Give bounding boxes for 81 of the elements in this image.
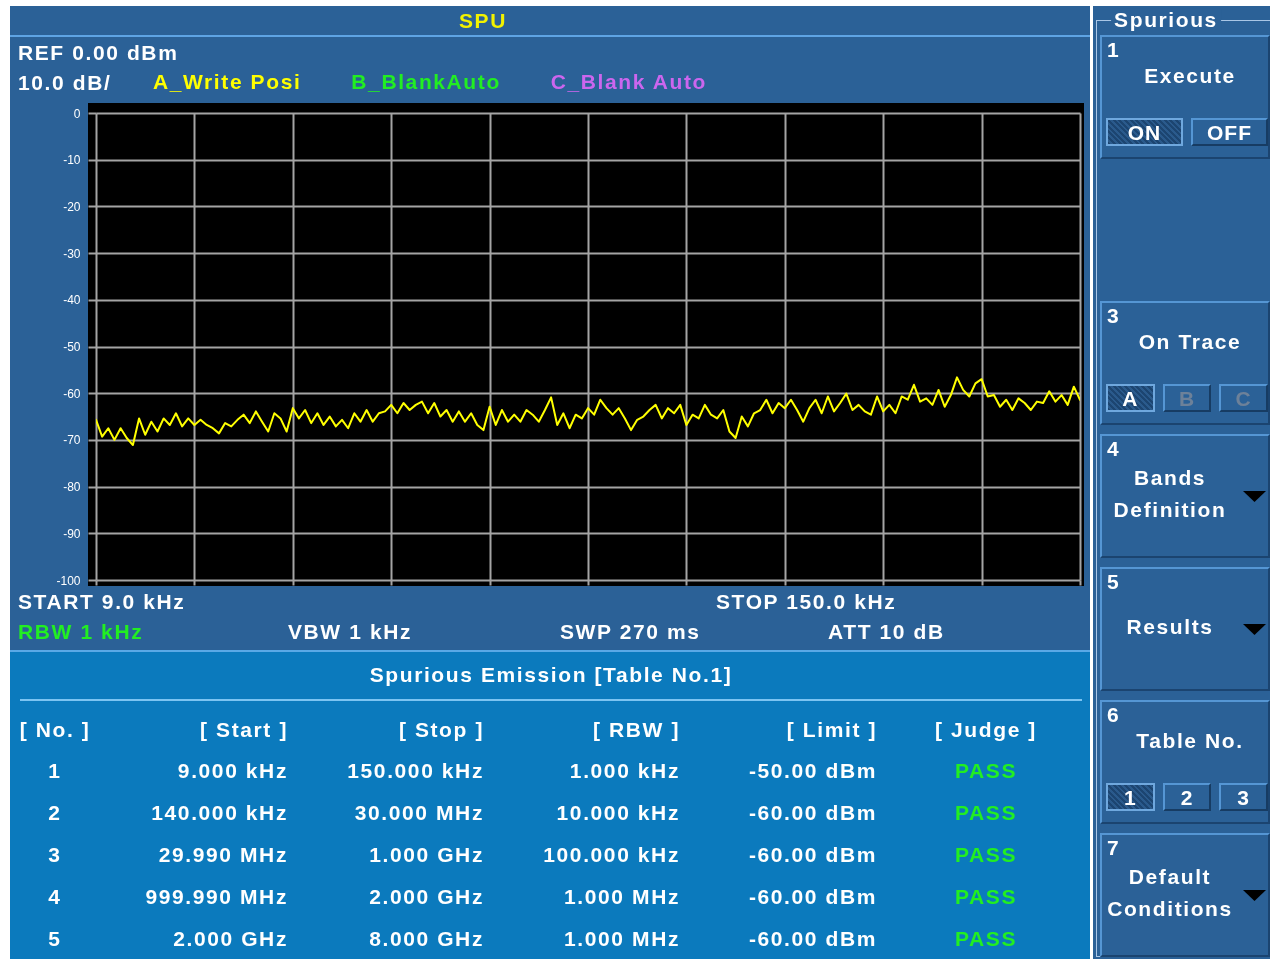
x-tick-label: [ Limit ] xyxy=(786,717,877,742)
y-tick-label: 1 xyxy=(48,758,62,783)
toggle-button: B xyxy=(1162,384,1212,412)
toggle-button: ON xyxy=(1106,118,1183,146)
y-tick-label: -100 xyxy=(56,573,81,588)
text: 30.000 MHz xyxy=(354,800,484,824)
legend-label: C_Blank Auto xyxy=(550,70,707,94)
x-tick-label: [ Start ] xyxy=(200,717,288,742)
toggle-button: C xyxy=(1219,384,1268,412)
x-tick-label: [ Stop ] xyxy=(398,717,484,742)
text: PASS xyxy=(954,800,1018,824)
text: REF 0.00 dBm xyxy=(18,40,179,65)
text: PASS xyxy=(954,884,1018,908)
text: 1.000 MHz xyxy=(564,926,680,950)
text: RBW 1 kHz xyxy=(18,619,144,644)
category-label: Results xyxy=(1126,614,1214,640)
text: -60.00 dBm xyxy=(748,884,877,908)
y-tick-label: 2 xyxy=(48,800,62,825)
text: PASS xyxy=(954,926,1018,950)
text: 999.990 MHz xyxy=(145,884,288,908)
toggle-button: 3 xyxy=(1219,783,1268,811)
text: 2.000 GHz xyxy=(173,926,288,950)
y-tick-label: -40 xyxy=(63,293,81,308)
text: PASS xyxy=(954,842,1018,866)
text: 2.000 GHz xyxy=(369,884,484,908)
text: 9.000 kHz xyxy=(177,758,288,782)
text: ATT 10 dB xyxy=(828,619,945,644)
y-tick-label: -10 xyxy=(63,153,81,168)
toggle-button: A xyxy=(1106,384,1155,412)
chart-title: Spurious Emission [Table No.1] xyxy=(369,662,733,687)
y-tick-label: -90 xyxy=(63,526,81,541)
text: START 9.0 kHz xyxy=(18,589,186,614)
text: 150.000 kHz xyxy=(347,758,484,782)
category-label: Table No. xyxy=(1136,728,1244,753)
legend-label: B_BlankAuto xyxy=(351,70,501,94)
text: PASS xyxy=(954,758,1018,782)
y-tick-label: 4 xyxy=(48,884,62,909)
y-tick-label: 5 xyxy=(48,926,62,951)
y-tick-label: -80 xyxy=(63,480,81,495)
text: VBW 1 kHz xyxy=(288,619,413,644)
text: 29.990 MHz xyxy=(158,842,288,866)
y-tick-label: 0 xyxy=(73,106,81,121)
x-tick-label: [ Judge ] xyxy=(935,717,1037,742)
text: 6 xyxy=(1107,702,1121,727)
text: 100.000 kHz xyxy=(543,842,680,866)
category-label: On Trace xyxy=(1138,329,1242,354)
toggle-button: 1 xyxy=(1106,783,1155,811)
chart-title: SPU xyxy=(459,8,507,33)
text: 7 xyxy=(1107,835,1121,860)
text: -60.00 dBm xyxy=(748,842,877,866)
text: A_Write Posi xyxy=(153,70,302,94)
category-label: Execute xyxy=(1144,63,1236,88)
text: STOP 150.0 kHz xyxy=(716,589,897,614)
text: -60.00 dBm xyxy=(748,800,877,824)
text: 1 xyxy=(1107,37,1121,62)
y-tick-label: -50 xyxy=(63,340,81,354)
text: 1.000 GHz xyxy=(369,842,484,866)
category-label: Bands Definition xyxy=(1113,465,1227,523)
text: 1.000 kHz xyxy=(569,758,680,782)
text: 140.000 kHz xyxy=(151,800,288,824)
text: -60.00 dBm xyxy=(748,926,877,950)
category-label: Default Conditions xyxy=(1107,864,1233,922)
y-tick-label: -60 xyxy=(63,386,81,401)
text: Spurious xyxy=(1111,7,1221,32)
text: 8.000 GHz xyxy=(369,926,484,950)
text: -50.00 dBm xyxy=(748,758,877,782)
text: 5 xyxy=(1107,569,1121,594)
text: 10.000 kHz xyxy=(556,800,680,824)
text: 3 xyxy=(1107,303,1121,328)
y-tick-label: -70 xyxy=(63,433,81,448)
y-axis-title: [ No. ] xyxy=(19,717,91,742)
y-tick-label: -20 xyxy=(63,199,81,214)
x-tick-label: [ RBW ] xyxy=(592,717,680,742)
toggle-button: 2 xyxy=(1162,783,1212,811)
toggle-button: OFF xyxy=(1191,118,1268,146)
y-tick-label: -30 xyxy=(63,246,81,261)
text: 10.0 dB/ xyxy=(18,70,112,95)
text: 1.000 MHz xyxy=(564,884,680,908)
text: 4 xyxy=(1107,436,1121,461)
text: SWP 270 ms xyxy=(560,619,701,644)
y-tick-label: 3 xyxy=(48,842,62,867)
